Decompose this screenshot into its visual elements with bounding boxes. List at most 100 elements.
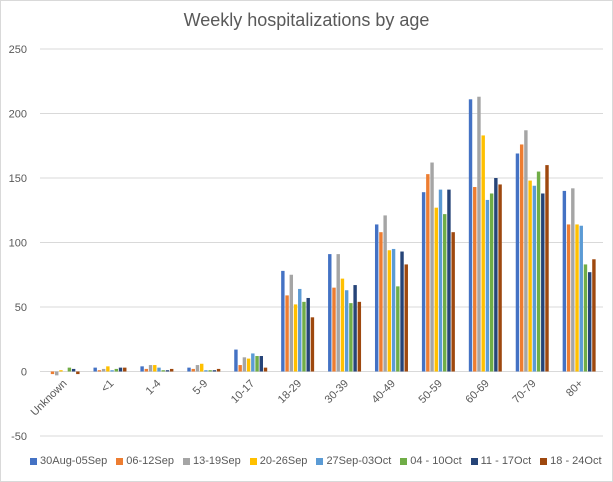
legend-label: 04 - 10Oct: [410, 455, 462, 467]
legend-swatch: [316, 457, 324, 465]
bar: [123, 367, 127, 372]
bar: [344, 290, 349, 372]
bar: [281, 270, 285, 372]
bar: [76, 371, 80, 375]
legend-item: 11 - 17Oct: [470, 455, 531, 467]
bar: [494, 178, 498, 372]
legend-swatch: [116, 457, 124, 465]
bar: [289, 274, 294, 372]
bar: [310, 317, 315, 372]
y-tick-label: 200: [9, 109, 27, 121]
bar: [302, 301, 306, 372]
legend-label: 18 - 24Oct: [550, 455, 602, 467]
bar: [255, 356, 259, 372]
y-tick-label: 150: [9, 173, 27, 185]
bar: [97, 370, 102, 372]
bar: [298, 288, 302, 372]
bar: [545, 165, 549, 372]
bar: [468, 99, 473, 372]
bar: [169, 368, 174, 372]
bar: [118, 367, 123, 372]
x-tick-label: 40-49: [370, 378, 398, 406]
legend-swatch: [249, 457, 257, 465]
gridlines: [40, 48, 603, 437]
legend-item: 18 - 24Oct: [540, 455, 602, 467]
bar: [515, 153, 520, 372]
bar: [383, 215, 387, 372]
legend-label: 06-12Sep: [126, 455, 174, 467]
x-tick-label: 1-4: [144, 378, 164, 398]
chart-title: Weekly hospitalizations by age: [183, 10, 430, 30]
x-tick-labels: Unknown <1 1-4 5-9 10-17 18-29 30-39 40-49 50-59…: [29, 378, 586, 419]
bar: [434, 207, 438, 372]
bar: [374, 224, 379, 372]
bar: [421, 192, 426, 372]
bar: [489, 193, 494, 372]
bar: [161, 370, 165, 372]
legend-item: 20-26Sep: [249, 455, 307, 467]
bar: [477, 96, 481, 372]
bar: [67, 367, 72, 372]
y-tick-label: 250: [9, 44, 27, 56]
x-tick-label: 5-9: [191, 378, 211, 398]
x-tick-label: <1: [99, 378, 116, 395]
x-tick-label: 30-39: [323, 378, 351, 406]
y-tick-labels: -50 0 50 100 150 200 250: [9, 44, 27, 443]
bar: [263, 367, 268, 372]
legend-item: 04 - 10Oct: [400, 455, 462, 467]
bar: [199, 363, 204, 372]
bar: [387, 250, 392, 372]
bar: [340, 278, 345, 372]
bar: [114, 368, 119, 372]
bar: [353, 285, 357, 372]
bar: [332, 287, 336, 372]
bar: [396, 286, 400, 372]
x-tick-label: 60-69: [463, 378, 491, 406]
bar: [50, 371, 55, 375]
x-tick-label: 80+: [564, 378, 586, 400]
x-tick-label: 10-17: [229, 378, 257, 406]
bar: [336, 254, 340, 372]
x-tick-label: 18-29: [276, 378, 304, 406]
bar: [447, 189, 451, 372]
bar: [438, 189, 443, 372]
bar: [587, 272, 592, 372]
bar: [93, 367, 97, 372]
bar: [391, 248, 396, 372]
bar: [110, 370, 114, 372]
bar: [306, 297, 310, 372]
bar: [259, 356, 263, 372]
bar: [430, 162, 434, 372]
y-tick-label: -50: [11, 431, 27, 443]
x-tick-label: 70-79: [510, 378, 538, 406]
bar: [242, 357, 247, 372]
legend-swatch: [30, 457, 37, 465]
bar: [234, 349, 238, 372]
legend-label: 27Sep-03Oct: [326, 455, 392, 467]
legend-item: 13-19Sep: [183, 455, 241, 467]
bar: [592, 259, 596, 372]
bar: [165, 370, 170, 372]
bar: [204, 370, 208, 372]
legend-label: 13-19Sep: [193, 455, 241, 467]
bar: [285, 295, 289, 372]
bars: [46, 96, 596, 376]
legend-item: 27Sep-03Oct: [316, 455, 391, 467]
bar: [238, 365, 242, 372]
legend-swatch: [470, 457, 478, 465]
bar: [404, 264, 408, 372]
bar: [532, 185, 537, 372]
bar: [575, 224, 579, 372]
legend-item: 06-12Sep: [116, 455, 174, 467]
bar: [579, 225, 583, 372]
bar: [536, 171, 541, 372]
bar: [528, 180, 532, 372]
legend-item: 30Aug-05Sep: [30, 455, 107, 467]
bar: [443, 214, 447, 372]
x-tick-label: Unknown: [29, 378, 70, 419]
bar: [566, 224, 571, 372]
bar: [293, 304, 298, 372]
bar: [55, 371, 59, 376]
